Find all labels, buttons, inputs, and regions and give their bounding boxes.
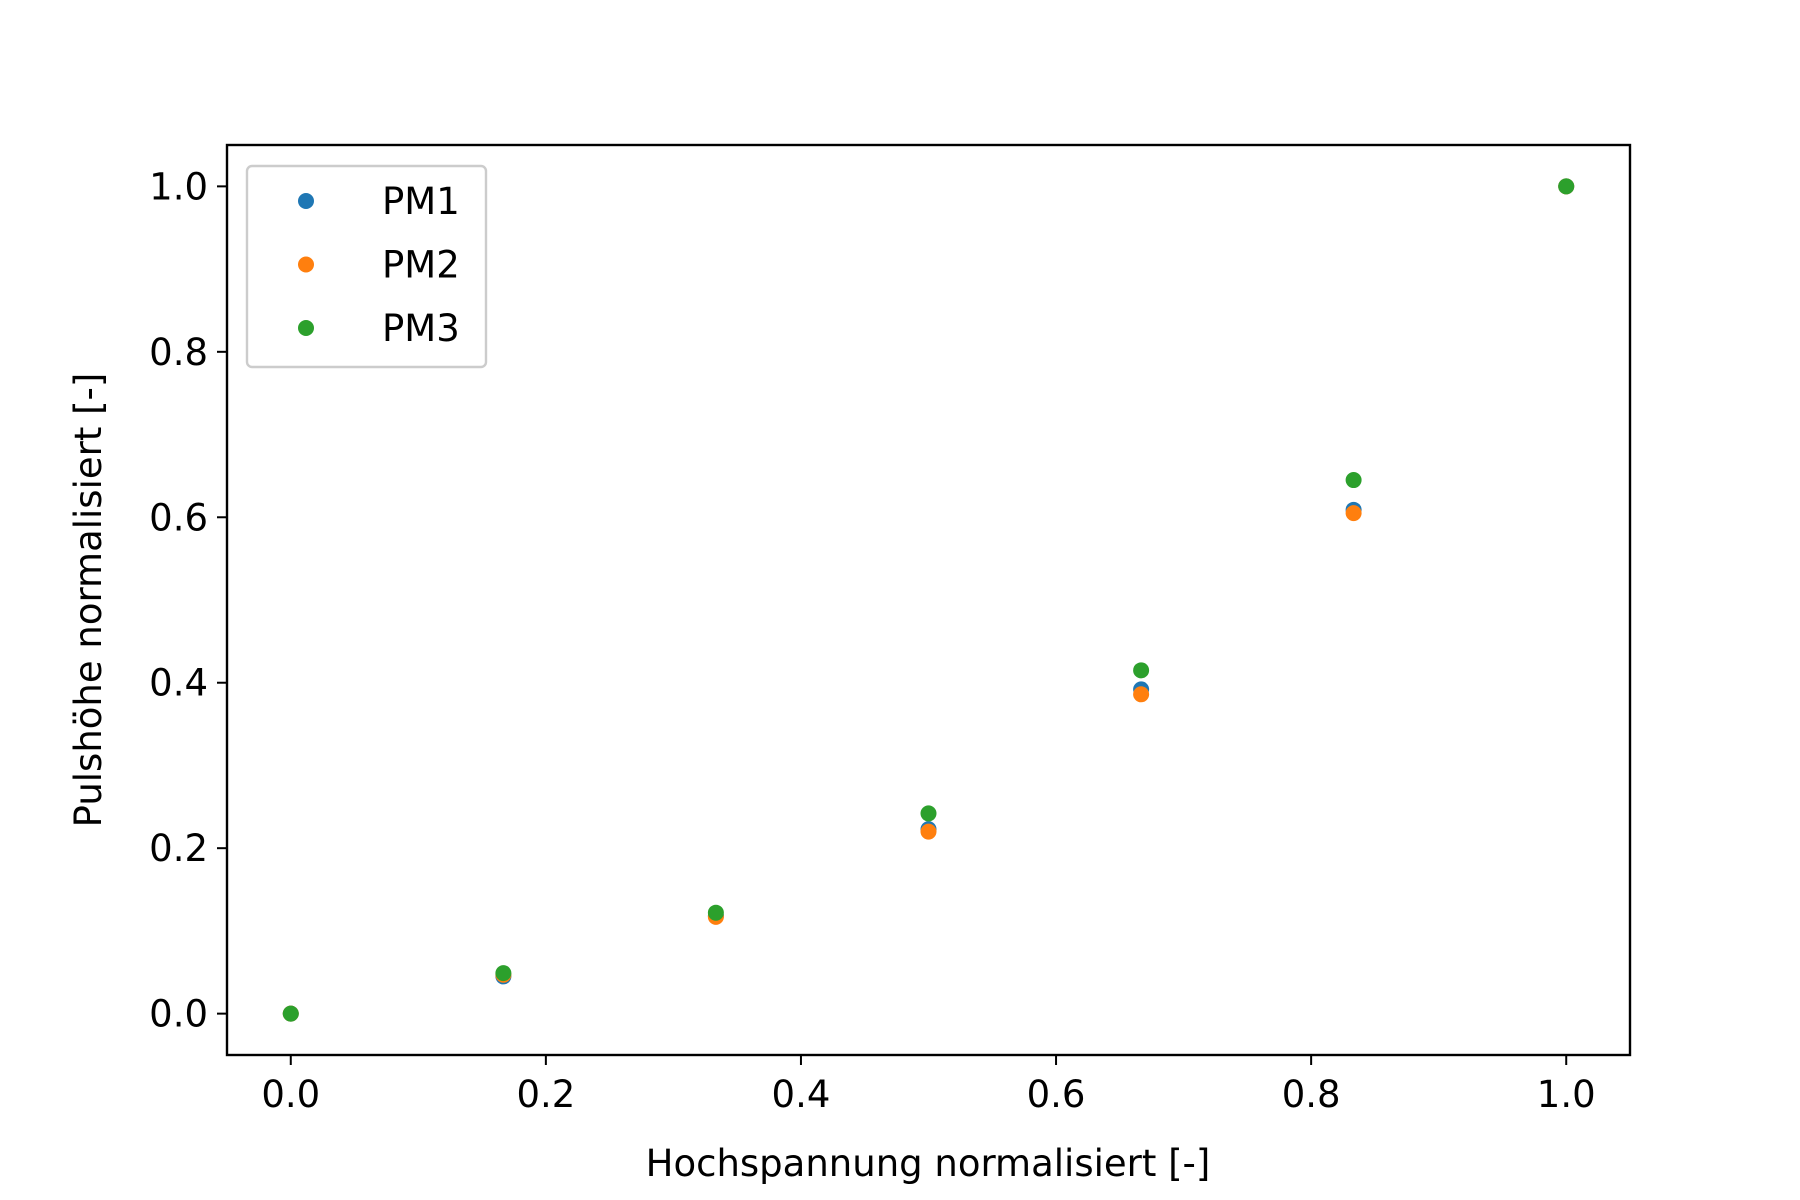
data-point — [282, 1005, 299, 1022]
data-point — [1133, 662, 1150, 679]
x-axis-label: Hochspannung normalisiert [-] — [646, 1142, 1211, 1185]
y-tick-label: 0.4 — [149, 662, 208, 705]
x-tick-label: 0.4 — [772, 1073, 831, 1116]
x-tick-label: 0.8 — [1282, 1073, 1341, 1116]
x-tick-label: 0.0 — [261, 1073, 320, 1116]
legend-label: PM3 — [382, 307, 460, 350]
y-tick-label: 1.0 — [149, 165, 208, 208]
data-point — [707, 904, 724, 921]
data-point — [1558, 178, 1575, 195]
data-point — [1345, 505, 1362, 522]
legend: PM1 PM2 PM3 — [245, 164, 488, 369]
data-point — [920, 823, 937, 840]
legend-marker — [298, 320, 314, 336]
x-tick-label: 0.2 — [516, 1073, 575, 1116]
legend-label: PM1 — [382, 180, 460, 223]
data-point — [920, 805, 937, 822]
data-point — [495, 965, 512, 982]
legend-entries: PM1 PM2 PM3 — [298, 180, 460, 350]
x-tick-label: 1.0 — [1537, 1073, 1596, 1116]
legend-box — [245, 164, 488, 369]
y-axis-label: Pulshöhe normalisiert [-] — [67, 373, 110, 828]
plot-content — [282, 178, 1575, 1022]
data-point — [1133, 686, 1150, 703]
x-tick-label: 0.6 — [1027, 1073, 1086, 1116]
legend-label: PM2 — [382, 244, 460, 287]
series-pm3 — [282, 178, 1575, 1022]
y-tick-label: 0.6 — [149, 496, 208, 539]
y-tick-label: 0.0 — [149, 993, 208, 1036]
legend-marker — [298, 256, 314, 273]
y-axis: 0.0 0.2 0.4 0.6 0.8 1.0 — [149, 165, 227, 1036]
x-axis: 0.0 0.2 0.4 0.6 0.8 1.0 — [261, 1055, 1596, 1116]
legend-marker — [298, 193, 314, 209]
data-point — [1345, 472, 1362, 489]
y-tick-label: 0.8 — [149, 331, 208, 374]
y-tick-label: 0.2 — [149, 827, 208, 870]
plot-frame — [225, 143, 1632, 1057]
